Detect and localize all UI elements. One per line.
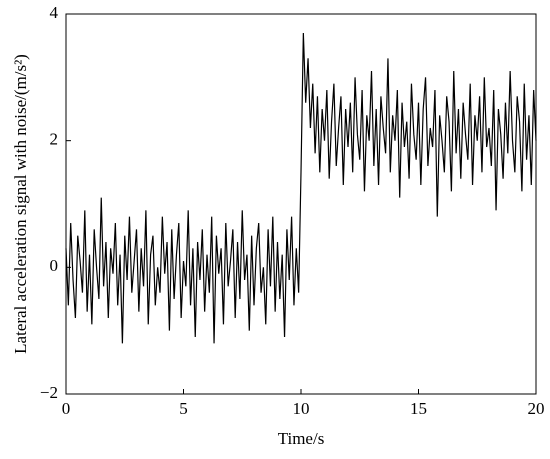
x-tick-label: 10 [293,399,310,418]
x-tick-label: 0 [62,399,71,418]
y-axis-label: Lateral acceleration signal with noise/(… [11,54,30,354]
signal-line [65,32,537,344]
x-axis-label: Time/s [278,429,325,448]
y-tick-label: 0 [50,256,59,275]
x-tick-label: 5 [179,399,188,418]
y-tick-label: 4 [50,3,59,22]
x-tick-label: 20 [528,399,545,418]
x-tick-label: 15 [410,399,427,418]
y-tick-label: −2 [40,383,58,402]
plot-frame [65,13,537,395]
y-tick-label: 2 [50,130,59,149]
